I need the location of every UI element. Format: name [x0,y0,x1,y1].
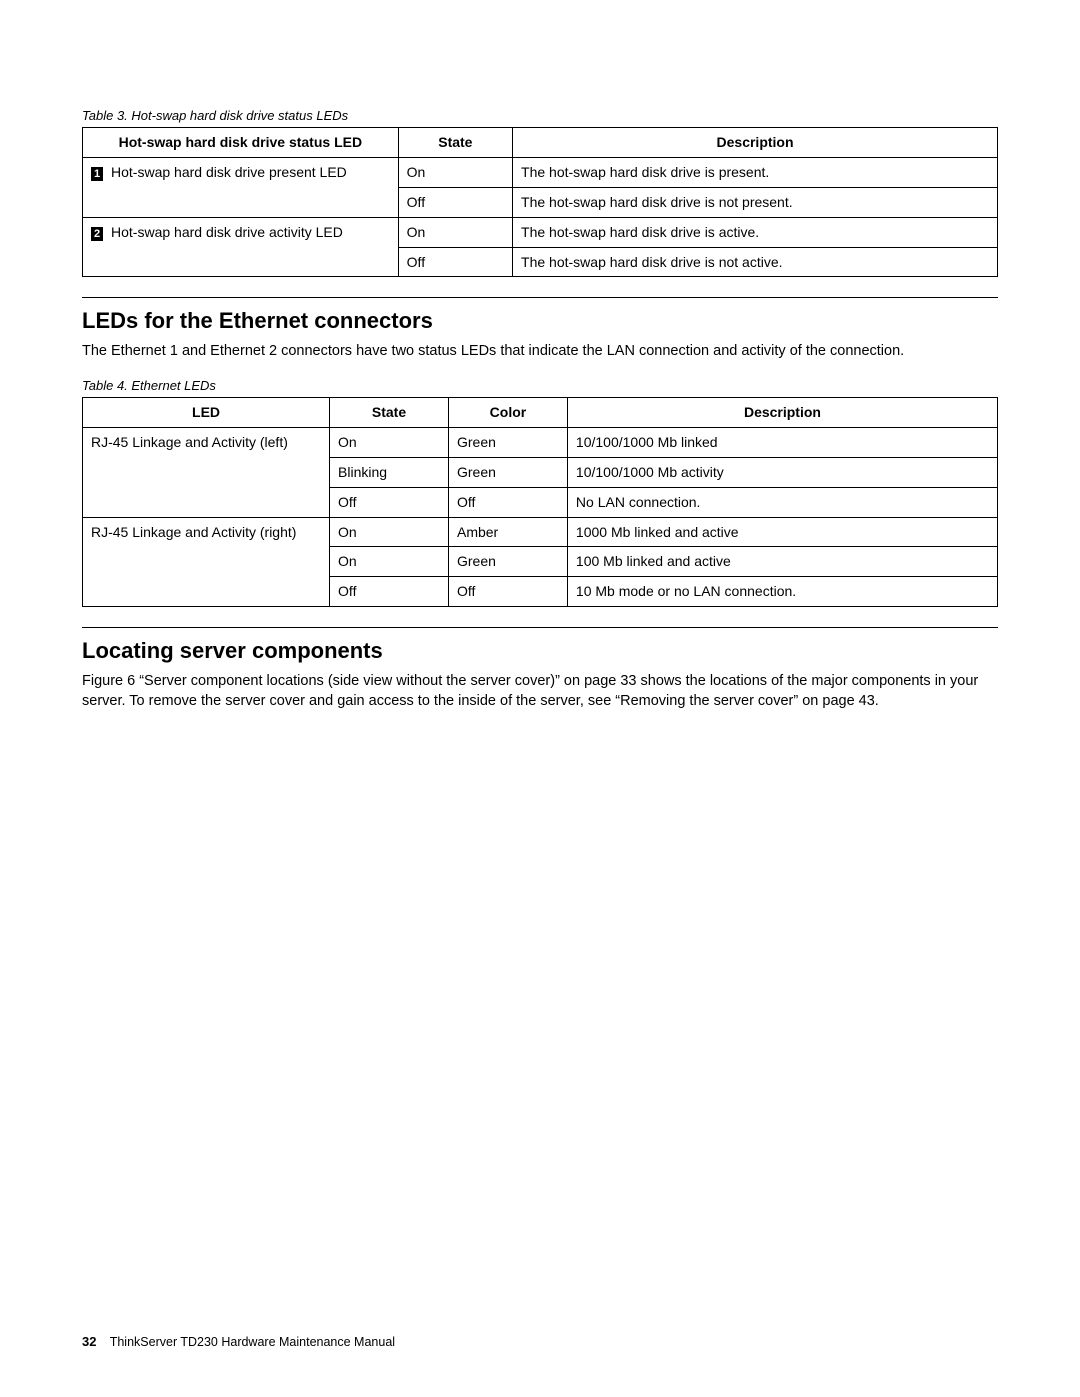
t4-h2: Color [448,398,567,428]
t4-color: Green [448,427,567,457]
footer-title: ThinkServer TD230 Hardware Maintenance M… [110,1335,395,1349]
table4: LED State Color Description RJ-45 Linkag… [82,397,998,607]
t3-desc: The hot-swap hard disk drive is not acti… [513,247,998,277]
led-label: Hot-swap hard disk drive activity LED [107,224,343,240]
t4-color: Green [448,547,567,577]
section2-heading: Locating server components [82,638,998,664]
t4-led: RJ-45 Linkage and Activity (left) [83,427,330,517]
section2-para: Figure 6 “Server component locations (si… [82,672,998,711]
t4-led: RJ-45 Linkage and Activity (right) [83,517,330,607]
table-row: 2 Hot-swap hard disk drive activity LED … [83,217,998,247]
t4-h1: State [330,398,449,428]
t4-desc: 10/100/1000 Mb activity [567,457,997,487]
table4-header-row: LED State Color Description [83,398,998,428]
t4-state: On [330,547,449,577]
t4-desc: 100 Mb linked and active [567,547,997,577]
t3-desc: The hot-swap hard disk drive is present. [513,157,998,187]
t3-h1: State [398,128,512,158]
marker-icon: 1 [91,167,103,181]
table3-header-row: Hot-swap hard disk drive status LED Stat… [83,128,998,158]
t3-desc: The hot-swap hard disk drive is active. [513,217,998,247]
section1-para: The Ethernet 1 and Ethernet 2 connectors… [82,342,998,362]
table-row: RJ-45 Linkage and Activity (right) On Am… [83,517,998,547]
t4-h0: LED [83,398,330,428]
page-number: 32 [82,1334,96,1349]
t4-state: Off [330,487,449,517]
table-row: 1 Hot-swap hard disk drive present LED O… [83,157,998,187]
t3-h0: Hot-swap hard disk drive status LED [83,128,399,158]
t4-desc: No LAN connection. [567,487,997,517]
table3-caption: Table 3. Hot-swap hard disk drive status… [82,108,998,123]
table-row: RJ-45 Linkage and Activity (left) On Gre… [83,427,998,457]
section-rule [82,627,998,628]
t4-desc: 10/100/1000 Mb linked [567,427,997,457]
document-page: Table 3. Hot-swap hard disk drive status… [0,0,1080,1397]
t4-color: Off [448,487,567,517]
section-rule [82,297,998,298]
t3-state: On [398,157,512,187]
t3-h2: Description [513,128,998,158]
table4-caption: Table 4. Ethernet LEDs [82,378,998,393]
t3-led0: 1 Hot-swap hard disk drive present LED [83,157,399,217]
page-footer: 32 ThinkServer TD230 Hardware Maintenanc… [82,1334,395,1349]
t3-desc: The hot-swap hard disk drive is not pres… [513,187,998,217]
t4-desc: 10 Mb mode or no LAN connection. [567,577,997,607]
t4-color: Off [448,577,567,607]
t4-h3: Description [567,398,997,428]
marker-icon: 2 [91,227,103,241]
t3-state: Off [398,187,512,217]
t4-state: Off [330,577,449,607]
t3-state: On [398,217,512,247]
t4-state: On [330,517,449,547]
t4-desc: 1000 Mb linked and active [567,517,997,547]
t3-state: Off [398,247,512,277]
t3-led1: 2 Hot-swap hard disk drive activity LED [83,217,399,277]
led-label: Hot-swap hard disk drive present LED [107,164,347,180]
table3: Hot-swap hard disk drive status LED Stat… [82,127,998,277]
t4-state: On [330,427,449,457]
t4-state: Blinking [330,457,449,487]
t4-color: Amber [448,517,567,547]
t4-color: Green [448,457,567,487]
section1-heading: LEDs for the Ethernet connectors [82,308,998,334]
